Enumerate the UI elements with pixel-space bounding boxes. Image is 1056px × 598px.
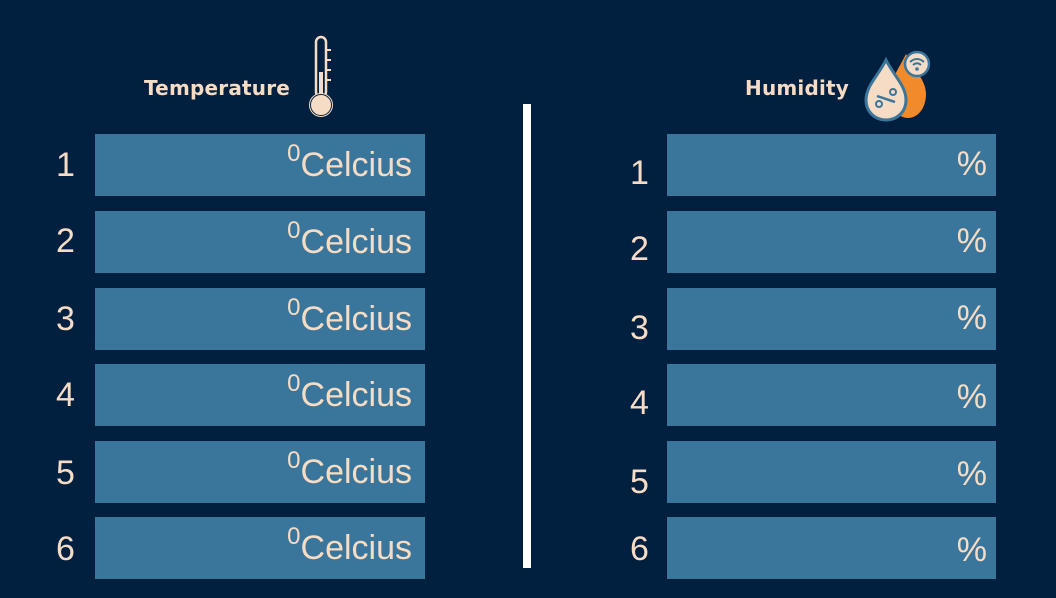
temperature-row-number: 5 — [56, 454, 75, 492]
temperature-row-number: 2 — [56, 222, 75, 260]
temperature-field-3[interactable]: 0Celcius — [95, 288, 425, 350]
humidity-field-4[interactable]: % — [667, 364, 996, 426]
humidity-drops-icon — [860, 46, 934, 124]
humidity-unit: % — [956, 222, 987, 260]
temperature-unit: 0Celcius — [287, 217, 412, 261]
humidity-row-number: 5 — [630, 463, 649, 501]
humidity-field-2[interactable]: % — [667, 211, 996, 273]
humidity-unit: % — [956, 299, 987, 337]
humidity-field-6[interactable]: % — [667, 517, 996, 579]
temperature-row-number: 1 — [56, 146, 75, 184]
humidity-row-number: 4 — [630, 384, 649, 422]
humidity-row-number: 1 — [630, 154, 649, 192]
temperature-unit: 0Celcius — [287, 447, 412, 491]
humidity-title: Humidity — [745, 76, 850, 100]
temperature-field-5[interactable]: 0Celcius — [95, 441, 425, 503]
humidity-row-number: 3 — [630, 309, 649, 347]
temperature-row-number: 4 — [56, 376, 75, 414]
column-divider — [523, 104, 531, 568]
thermometer-icon — [305, 34, 337, 122]
humidity-unit: % — [956, 378, 987, 416]
humidity-field-1[interactable]: % — [667, 134, 996, 196]
temperature-title: Temperature — [144, 76, 291, 100]
temperature-field-2[interactable]: 0Celcius — [95, 211, 425, 273]
temperature-field-4[interactable]: 0Celcius — [95, 364, 425, 426]
temperature-row-number: 6 — [56, 530, 75, 568]
temperature-unit: 0Celcius — [287, 523, 412, 567]
humidity-unit: % — [956, 455, 987, 493]
temperature-unit: 0Celcius — [287, 294, 412, 338]
humidity-row-number: 2 — [630, 230, 649, 268]
temperature-field-6[interactable]: 0Celcius — [95, 517, 425, 579]
humidity-field-5[interactable]: % — [667, 441, 996, 503]
temperature-unit: 0Celcius — [287, 370, 412, 414]
humidity-unit: % — [956, 531, 987, 569]
temperature-field-1[interactable]: 0Celcius — [95, 134, 425, 196]
humidity-row-number: 6 — [630, 530, 649, 568]
temperature-row-number: 3 — [56, 300, 75, 338]
temperature-unit: 0Celcius — [287, 140, 412, 184]
humidity-unit: % — [956, 145, 987, 183]
humidity-field-3[interactable]: % — [667, 288, 996, 350]
